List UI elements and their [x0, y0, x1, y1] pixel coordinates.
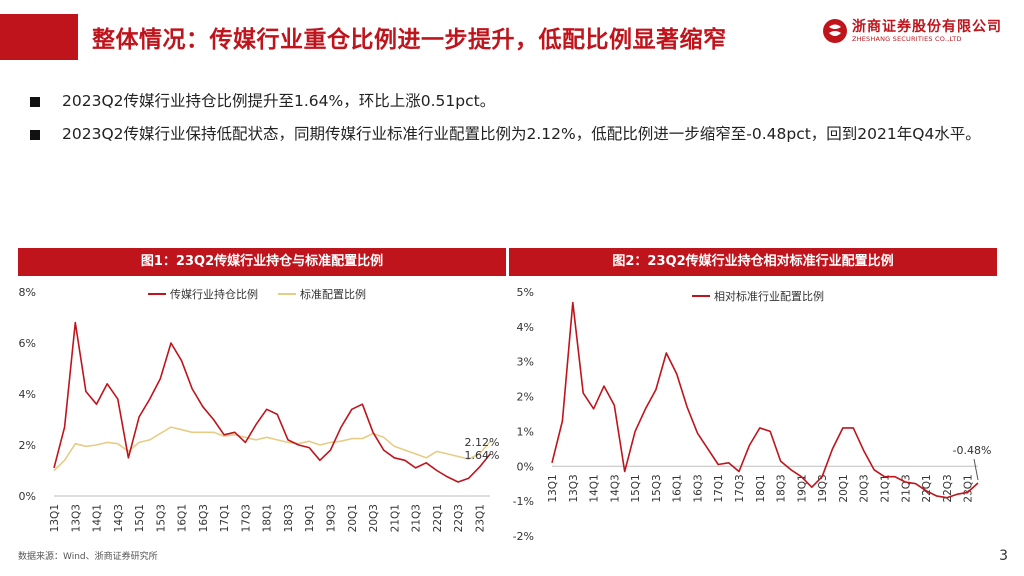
bullet-item: 2023Q2传媒行业持仓比例提升至1.64%，环比上涨0.51pct。: [30, 88, 1020, 115]
data-source: 数据来源：Wind、浙商证券研究所: [18, 552, 158, 562]
y-tick-label: -1%: [513, 495, 534, 508]
bullet-text: 2023Q2传媒行业持仓比例提升至1.64%，环比上涨0.51pct。: [62, 92, 496, 110]
bullet-square-icon: [30, 130, 40, 140]
page-number: 3: [999, 548, 1008, 564]
x-tick-label: 21Q3: [900, 474, 912, 502]
x-tick-label: 17Q1: [713, 474, 725, 502]
y-tick-label: 2%: [19, 439, 36, 452]
y-tick-label: 6%: [19, 337, 36, 350]
y-tick-label: 4%: [19, 388, 36, 401]
x-tick-label: 14Q1: [589, 474, 601, 502]
x-tick-label: 15Q1: [630, 474, 642, 502]
x-tick-label: 22Q3: [453, 504, 465, 532]
x-tick-label: 22Q1: [921, 474, 933, 502]
company-logo: 浙商证券股份有限公司 ZHESHANG SECURITIES CO.,LTD: [822, 16, 1002, 48]
y-tick-label: 4%: [517, 321, 534, 334]
x-tick-label: 13Q1: [49, 504, 61, 532]
series-line-primary: [53, 321, 491, 483]
x-tick-label: 18Q1: [262, 504, 274, 532]
x-tick-label: 21Q3: [411, 504, 423, 532]
annotation-leader-line: [973, 458, 979, 481]
x-tick-label: 14Q3: [609, 474, 621, 502]
x-tick-label: 17Q1: [219, 504, 231, 532]
chart2-relative-allocation: -2% -1% 0% 1% 2% 3% 4% 5% 13Q1 13Q3 14Q1 14Q3 15Q1 15…: [513, 286, 992, 543]
company-name-en: ZHESHANG SECURITIES CO.,LTD: [852, 35, 962, 43]
bullet-square-icon: [30, 97, 40, 107]
x-tick-label: 17Q3: [240, 504, 252, 532]
x-tick-label: 15Q3: [155, 504, 167, 532]
page-title: 整体情况：传媒行业重仓比例进一步提升，低配比例显著缩窄: [92, 27, 727, 53]
x-tick-label: 22Q3: [942, 474, 954, 502]
x-tick-label: 19Q3: [817, 474, 829, 502]
chart2-title: 图2：23Q2传媒行业持仓相对标准行业配置比例: [509, 248, 997, 276]
x-tick-label: 18Q3: [283, 504, 295, 532]
x-tick-label: 15Q3: [651, 474, 663, 502]
data-annotation: -0.48%: [953, 444, 992, 457]
x-tick-label: 21Q1: [879, 474, 891, 502]
bullet-item: 2023Q2传媒行业保持低配状态，同期传媒行业标准行业配置比例为2.12%，低配…: [30, 121, 1020, 148]
x-tick-label: 20Q3: [368, 504, 380, 532]
x-tick-label: 23Q1: [963, 474, 975, 502]
data-annotation: 1.64%: [465, 449, 500, 462]
x-tick-label: 16Q1: [672, 474, 684, 502]
legend-label: 标准配置比例: [300, 287, 366, 301]
x-tick-label: 19Q1: [304, 504, 316, 532]
y-tick-label: 5%: [517, 286, 534, 299]
y-tick-label: 0%: [517, 460, 534, 473]
legend-label: 相对标准行业配置比例: [714, 289, 824, 303]
x-tick-label: 18Q1: [755, 474, 767, 502]
x-tick-label: 17Q3: [734, 474, 746, 502]
x-tick-label: 16Q3: [692, 474, 704, 502]
company-name-cn: 浙商证券股份有限公司: [852, 19, 1002, 35]
bullet-list: 2023Q2传媒行业持仓比例提升至1.64%，环比上涨0.51pct。 2023…: [30, 88, 1020, 154]
title-accent-bar: [0, 14, 78, 60]
x-tick-label: 20Q1: [838, 474, 850, 502]
x-tick-label: 13Q3: [568, 474, 580, 502]
y-tick-label: 0%: [19, 490, 36, 503]
y-tick-label: -2%: [513, 530, 534, 543]
data-annotation: 2.12%: [465, 436, 500, 449]
x-tick-label: 16Q1: [177, 504, 189, 532]
x-tick-label: 13Q1: [547, 474, 559, 502]
x-tick-label: 16Q3: [198, 504, 210, 532]
x-tick-label: 20Q3: [859, 474, 871, 502]
x-tick-label: 19Q3: [325, 504, 337, 532]
x-tick-label: 22Q1: [432, 504, 444, 532]
x-tick-label: 14Q3: [113, 504, 125, 532]
x-tick-label: 18Q3: [776, 474, 788, 502]
x-tick-label: 23Q1: [474, 504, 486, 532]
company-logo-icon: [823, 19, 847, 43]
legend-label: 传媒行业持仓比例: [170, 287, 258, 301]
chart1-title: 图1：23Q2传媒行业持仓与标准配置比例: [18, 248, 506, 276]
y-tick-label: 8%: [19, 286, 36, 299]
chart1-holdings-vs-benchmark: 0% 2% 4% 6% 8% 13Q1 13Q3 14Q1 14Q3 15Q1 15Q3 16Q1 16…: [19, 286, 500, 532]
x-tick-label: 21Q1: [389, 504, 401, 532]
x-tick-label: 20Q1: [347, 504, 359, 532]
bullet-text: 2023Q2传媒行业保持低配状态，同期传媒行业标准行业配置比例为2.12%，低配…: [62, 125, 981, 143]
y-tick-label: 2%: [517, 391, 534, 404]
y-tick-label: 3%: [517, 356, 534, 369]
x-tick-label: 15Q1: [134, 504, 146, 532]
series-line-primary: [551, 301, 979, 499]
x-tick-label: 13Q3: [70, 504, 82, 532]
x-tick-label: 14Q1: [92, 504, 104, 532]
y-tick-label: 1%: [517, 425, 534, 438]
